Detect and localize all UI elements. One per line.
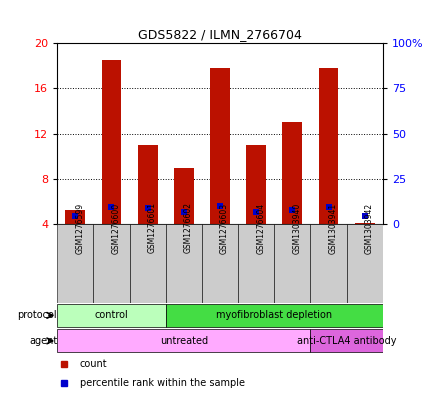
Bar [210, 68, 230, 224]
Text: anti-CTLA4 antibody: anti-CTLA4 antibody [297, 336, 396, 346]
Text: GSM1303940: GSM1303940 [292, 202, 301, 253]
Text: GSM1303941: GSM1303941 [329, 202, 337, 253]
Bar [166, 304, 383, 327]
Bar [66, 210, 85, 224]
Text: count: count [80, 358, 108, 369]
Bar [138, 145, 158, 224]
Text: GSM1276604: GSM1276604 [256, 202, 265, 253]
Text: GSM1276599: GSM1276599 [75, 202, 84, 253]
Text: control: control [95, 310, 128, 320]
Bar [93, 224, 129, 303]
Title: GDS5822 / ILMN_2766704: GDS5822 / ILMN_2766704 [138, 28, 302, 40]
Text: GSM1276601: GSM1276601 [148, 202, 157, 253]
Bar [57, 224, 93, 303]
Bar [129, 224, 166, 303]
Bar [174, 167, 194, 224]
Bar [319, 68, 338, 224]
Text: untreated: untreated [160, 336, 208, 346]
Text: agent: agent [29, 336, 57, 346]
Text: GSM1276600: GSM1276600 [111, 202, 121, 253]
Bar [57, 304, 166, 327]
Bar [311, 224, 347, 303]
Text: GSM1276602: GSM1276602 [184, 202, 193, 253]
Bar [57, 329, 311, 353]
Bar [166, 224, 202, 303]
Bar [202, 224, 238, 303]
Bar [102, 60, 121, 224]
Bar [355, 223, 375, 224]
Text: myofibroblast depletion: myofibroblast depletion [216, 310, 332, 320]
Text: GSM1303942: GSM1303942 [365, 202, 374, 253]
Text: GSM1276603: GSM1276603 [220, 202, 229, 253]
Bar [311, 329, 383, 353]
Bar [282, 122, 302, 224]
Bar [347, 224, 383, 303]
Bar [238, 224, 274, 303]
Bar [274, 224, 311, 303]
Text: percentile rank within the sample: percentile rank within the sample [80, 378, 245, 388]
Bar [246, 145, 266, 224]
Text: protocol: protocol [18, 310, 57, 320]
